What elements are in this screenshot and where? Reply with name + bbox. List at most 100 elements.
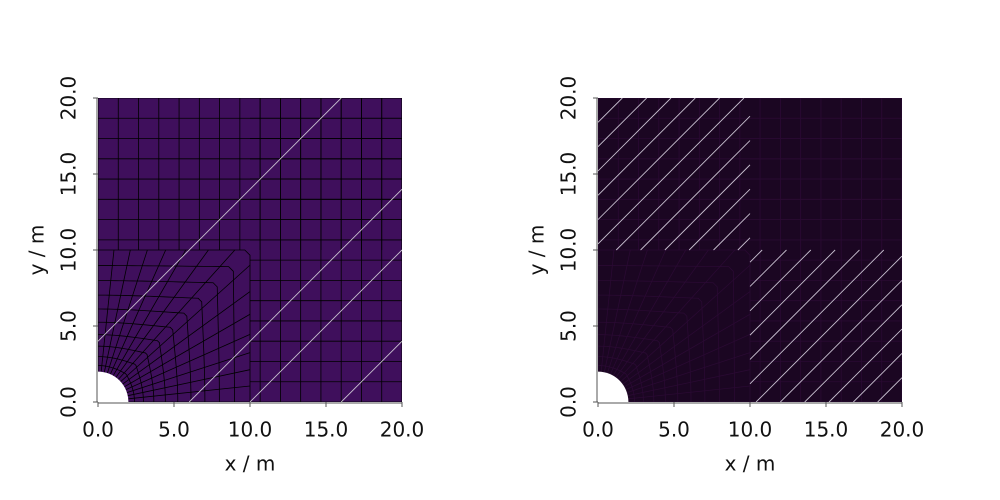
mesh-line (115, 249, 209, 378)
mesh-line (625, 333, 751, 391)
mesh-line (598, 365, 635, 402)
plot-area (98, 98, 402, 402)
y-tick-label: 10.0 (57, 228, 81, 273)
mesh-line (112, 249, 187, 376)
mesh-line (128, 385, 251, 400)
mesh-line (126, 352, 251, 393)
mesh-line (127, 369, 251, 397)
mesh-line (853, 353, 902, 402)
y-tick-label: 20.0 (57, 76, 81, 121)
mesh-line (620, 264, 751, 382)
x-axis-label: x / m (225, 452, 276, 476)
mesh-line (122, 291, 251, 385)
mesh-line (755, 255, 902, 402)
mesh-line (640, 140, 751, 251)
y-tick-label: 10.0 (557, 228, 581, 273)
mesh-line (615, 115, 751, 251)
mesh-line (749, 249, 860, 360)
mesh-line (664, 164, 751, 251)
mesh-line (98, 98, 342, 342)
mesh-line (100, 249, 115, 372)
y-tick-label: 15.0 (57, 152, 81, 197)
x-tick-label: 5.0 (158, 418, 190, 442)
mesh-line (598, 98, 720, 220)
mesh-line (98, 294, 206, 402)
mesh-line (98, 321, 179, 402)
y-tick-label: 0.0 (57, 386, 81, 418)
plot-area (598, 98, 902, 402)
mesh-line (828, 328, 902, 402)
mesh-line (598, 321, 679, 402)
mesh-line (804, 304, 902, 402)
x-tick-label: 15.0 (304, 418, 349, 442)
y-axis-label: y / m (525, 225, 549, 276)
mesh-line (612, 249, 687, 376)
mesh-line (598, 98, 623, 123)
x-tick-label: 0.0 (582, 418, 614, 442)
mesh-line (98, 345, 155, 402)
mesh-line (713, 213, 751, 251)
x-tick-label: 0.0 (82, 418, 114, 442)
y-tick-label: 5.0 (57, 310, 81, 342)
mesh-line (598, 280, 720, 402)
mesh-line (737, 237, 751, 251)
mesh-line (609, 249, 667, 375)
mesh-line (688, 188, 751, 251)
mesh-line (749, 249, 763, 263)
y-tick-label: 0.0 (557, 386, 581, 418)
mesh-line (598, 98, 672, 172)
mesh-line (624, 313, 751, 388)
mesh-line (600, 249, 615, 372)
mesh-line (598, 98, 647, 147)
mesh-line (628, 385, 751, 400)
x-tick-label: 10.0 (728, 418, 773, 442)
mesh-line (340, 340, 402, 402)
mesh-line (98, 265, 235, 402)
mesh-line (598, 249, 751, 402)
mesh-line (120, 264, 251, 382)
mesh-line (622, 291, 751, 385)
x-tick-label: 15.0 (804, 418, 849, 442)
mesh-line (98, 249, 251, 402)
mesh-line (598, 98, 696, 196)
mesh-line (607, 249, 648, 374)
mesh-line (780, 280, 902, 402)
mesh-line (98, 334, 166, 402)
x-axis-label: x / m (725, 452, 776, 476)
mesh-line (598, 294, 706, 402)
mesh-line (749, 249, 787, 287)
mesh-line (598, 334, 666, 402)
mesh-line (603, 249, 631, 373)
mesh-line (598, 265, 735, 402)
hole (98, 371, 129, 402)
mesh-line (598, 308, 692, 402)
mesh-line (598, 345, 655, 402)
y-tick-label: 15.0 (557, 152, 581, 197)
mesh-line (627, 369, 751, 397)
mesh-line (125, 333, 251, 391)
hole (598, 371, 629, 402)
mesh-line (749, 249, 812, 312)
mesh-line (98, 365, 135, 402)
mesh-line (109, 249, 167, 375)
mesh-line (98, 308, 192, 402)
mesh-line (749, 249, 885, 385)
mesh-line (877, 377, 902, 402)
mesh-line (618, 249, 736, 380)
mesh-line (626, 352, 751, 393)
mesh-line (124, 313, 251, 388)
mesh-line (98, 280, 220, 402)
x-tick-label: 20.0 (380, 418, 425, 442)
y-tick-label: 20.0 (557, 76, 581, 121)
mesh-line (598, 356, 644, 402)
x-tick-label: 20.0 (880, 418, 925, 442)
mesh-line (598, 98, 745, 245)
y-axis-label: y / m (25, 225, 49, 276)
y-tick-label: 5.0 (557, 310, 581, 342)
mesh-line (118, 249, 236, 380)
mesh-line (749, 249, 836, 336)
mesh-line (103, 249, 131, 373)
x-tick-label: 10.0 (228, 418, 273, 442)
x-tick-label: 5.0 (658, 418, 690, 442)
